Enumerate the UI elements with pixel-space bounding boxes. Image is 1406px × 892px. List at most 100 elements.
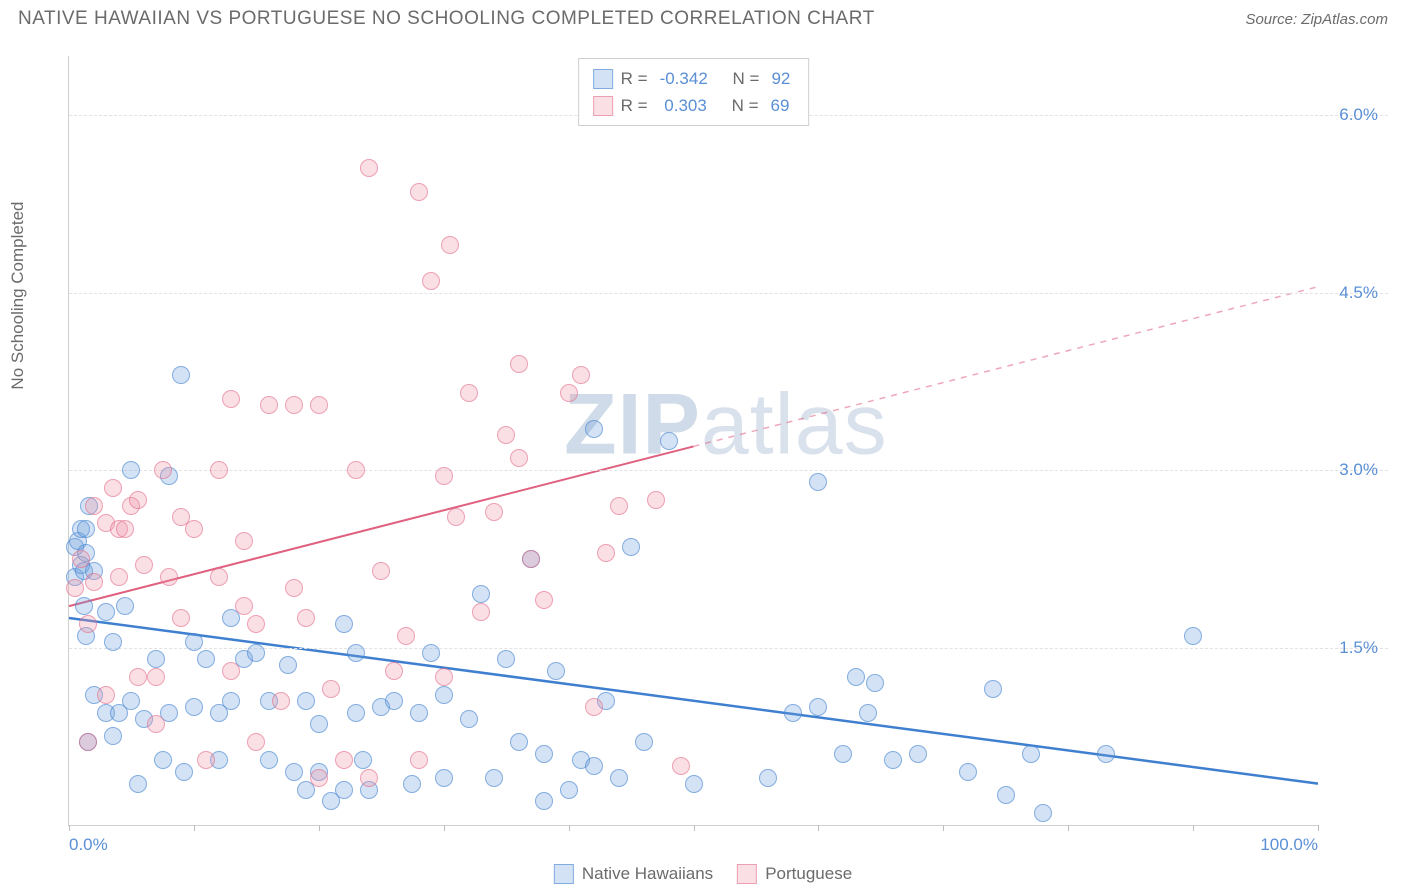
scatter-point-native_hawaiians <box>909 745 927 763</box>
scatter-point-portuguese <box>360 769 378 787</box>
stats-row-hawaiians: R = -0.342 N = 92 <box>593 65 795 92</box>
chart-container: No Schooling Completed ZIPatlas R = -0.3… <box>18 46 1388 846</box>
scatter-point-native_hawaiians <box>122 692 140 710</box>
scatter-point-portuguese <box>485 503 503 521</box>
scatter-point-native_hawaiians <box>984 680 1002 698</box>
stats-legend: R = -0.342 N = 92 R = 0.303 N = 69 <box>578 58 810 126</box>
scatter-point-portuguese <box>510 355 528 373</box>
x-tick-label: 100.0% <box>1260 835 1318 855</box>
scatter-point-portuguese <box>572 366 590 384</box>
trend-lines <box>69 56 1318 825</box>
scatter-point-portuguese <box>72 550 90 568</box>
scatter-point-native_hawaiians <box>435 769 453 787</box>
scatter-point-portuguese <box>560 384 578 402</box>
scatter-point-native_hawaiians <box>485 769 503 787</box>
scatter-point-portuguese <box>410 751 428 769</box>
scatter-point-portuguese <box>185 520 203 538</box>
scatter-point-portuguese <box>297 609 315 627</box>
scatter-point-native_hawaiians <box>297 692 315 710</box>
scatter-point-native_hawaiians <box>859 704 877 722</box>
scatter-point-native_hawaiians <box>460 710 478 728</box>
scatter-point-native_hawaiians <box>959 763 977 781</box>
scatter-point-portuguese <box>597 544 615 562</box>
scatter-point-native_hawaiians <box>560 781 578 799</box>
scatter-point-portuguese <box>222 390 240 408</box>
scatter-point-portuguese <box>210 461 228 479</box>
x-tick <box>194 825 195 831</box>
y-tick-label: 4.5% <box>1339 283 1378 303</box>
scatter-point-native_hawaiians <box>75 597 93 615</box>
scatter-point-portuguese <box>272 692 290 710</box>
scatter-point-portuguese <box>460 384 478 402</box>
scatter-point-portuguese <box>447 508 465 526</box>
scatter-point-portuguese <box>535 591 553 609</box>
scatter-point-native_hawaiians <box>759 769 777 787</box>
scatter-point-portuguese <box>360 159 378 177</box>
scatter-point-native_hawaiians <box>1184 627 1202 645</box>
scatter-point-portuguese <box>129 491 147 509</box>
scatter-point-native_hawaiians <box>809 473 827 491</box>
scatter-point-native_hawaiians <box>385 692 403 710</box>
swatch-portuguese-b <box>737 864 757 884</box>
scatter-point-native_hawaiians <box>847 668 865 686</box>
scatter-point-portuguese <box>247 615 265 633</box>
scatter-point-portuguese <box>66 579 84 597</box>
scatter-point-native_hawaiians <box>622 538 640 556</box>
scatter-point-native_hawaiians <box>175 763 193 781</box>
scatter-point-portuguese <box>147 668 165 686</box>
scatter-point-native_hawaiians <box>172 366 190 384</box>
scatter-point-native_hawaiians <box>147 650 165 668</box>
scatter-point-portuguese <box>235 532 253 550</box>
gridline <box>69 293 1388 294</box>
x-tick <box>569 825 570 831</box>
legend-item-portuguese: Portuguese <box>737 864 852 884</box>
scatter-point-native_hawaiians <box>97 603 115 621</box>
source-label: Source: ZipAtlas.com <box>1245 11 1388 28</box>
scatter-point-native_hawaiians <box>347 704 365 722</box>
scatter-point-native_hawaiians <box>104 633 122 651</box>
scatter-point-native_hawaiians <box>866 674 884 692</box>
scatter-point-native_hawaiians <box>1097 745 1115 763</box>
scatter-point-portuguese <box>110 568 128 586</box>
scatter-point-portuguese <box>672 757 690 775</box>
scatter-point-native_hawaiians <box>435 686 453 704</box>
scatter-point-native_hawaiians <box>472 585 490 603</box>
scatter-point-native_hawaiians <box>497 650 515 668</box>
scatter-point-native_hawaiians <box>247 644 265 662</box>
scatter-point-native_hawaiians <box>834 745 852 763</box>
scatter-point-portuguese <box>129 668 147 686</box>
scatter-point-portuguese <box>310 769 328 787</box>
stats-row-portuguese: R = 0.303 N = 69 <box>593 92 795 119</box>
scatter-point-portuguese <box>385 662 403 680</box>
scatter-point-portuguese <box>510 449 528 467</box>
scatter-point-native_hawaiians <box>77 520 95 538</box>
scatter-point-portuguese <box>647 491 665 509</box>
scatter-point-native_hawaiians <box>422 644 440 662</box>
scatter-point-portuguese <box>410 183 428 201</box>
scatter-point-portuguese <box>147 715 165 733</box>
x-tick <box>444 825 445 831</box>
scatter-point-native_hawaiians <box>260 751 278 769</box>
x-tick-label: 0.0% <box>69 835 108 855</box>
scatter-point-portuguese <box>116 520 134 538</box>
scatter-point-portuguese <box>585 698 603 716</box>
scatter-point-native_hawaiians <box>310 715 328 733</box>
scatter-point-native_hawaiians <box>535 745 553 763</box>
scatter-point-native_hawaiians <box>104 727 122 745</box>
legend-label-portuguese: Portuguese <box>765 864 852 884</box>
y-axis-label: No Schooling Completed <box>8 202 28 390</box>
scatter-point-portuguese <box>172 609 190 627</box>
scatter-point-portuguese <box>397 627 415 645</box>
scatter-point-portuguese <box>104 479 122 497</box>
scatter-point-native_hawaiians <box>784 704 802 722</box>
scatter-point-portuguese <box>472 603 490 621</box>
scatter-point-native_hawaiians <box>185 633 203 651</box>
legend-label-hawaiians: Native Hawaiians <box>582 864 713 884</box>
scatter-point-portuguese <box>210 568 228 586</box>
x-tick <box>319 825 320 831</box>
scatter-point-portuguese <box>135 556 153 574</box>
scatter-point-native_hawaiians <box>1022 745 1040 763</box>
scatter-point-native_hawaiians <box>660 432 678 450</box>
scatter-point-portuguese <box>497 426 515 444</box>
scatter-point-native_hawaiians <box>410 704 428 722</box>
